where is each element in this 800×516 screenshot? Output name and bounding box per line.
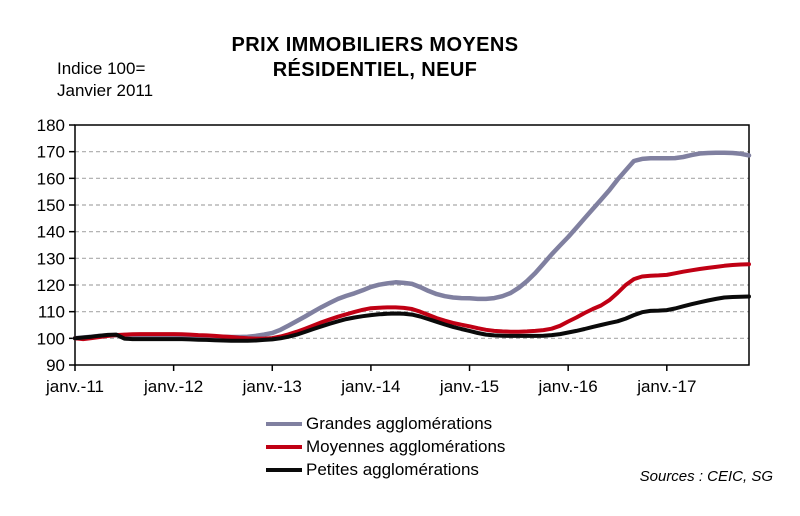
- index-note-line2: Janvier 2011: [57, 81, 154, 100]
- series-line-petites: [73, 294, 751, 343]
- legend-swatch-moyennes: [266, 444, 302, 449]
- source-note: Sources : CEIC, SG: [639, 468, 773, 485]
- y-axis-label: 90: [46, 356, 65, 375]
- legend-label-moyennes: Moyennes agglomérations: [306, 436, 506, 456]
- chart-title: PRIX IMMOBILIERS MOYENS RÉSIDENTIEL, NEU…: [130, 33, 620, 83]
- y-axis-label: 100: [37, 329, 65, 348]
- chart-title-line2: RÉSIDENTIEL, NEUF: [272, 59, 478, 81]
- chart-legend: Grandes agglomérations Moyennes agglomér…: [266, 412, 505, 481]
- x-axis-label: janv.-17: [636, 377, 696, 396]
- legend-label-petites: Petites agglomérations: [306, 459, 479, 479]
- x-axis-label: janv.-13: [242, 377, 302, 396]
- y-axis-label: 110: [38, 303, 65, 322]
- x-axis-label: janv.-11: [45, 377, 104, 396]
- x-axis-label: janv.-12: [143, 377, 203, 396]
- series-line-moyennes: [73, 262, 751, 342]
- x-axis-label: janv.-14: [340, 377, 400, 396]
- y-axis-label: 160: [37, 169, 65, 188]
- legend-swatch-petites: [266, 467, 302, 472]
- legend-item-grandes: Grandes agglomérations: [266, 412, 505, 435]
- y-axis-label: 140: [37, 223, 65, 242]
- legend-swatch-grandes: [266, 421, 302, 426]
- y-axis-label: 130: [37, 249, 65, 268]
- chart-title-line1: PRIX IMMOBILIERS MOYENS: [231, 34, 519, 56]
- index-note-line1: Indice 100=: [57, 59, 146, 78]
- y-axis-label: 120: [37, 276, 65, 295]
- legend-item-petites: Petites agglomérations: [266, 458, 505, 481]
- x-axis-label: janv.-15: [439, 377, 499, 396]
- y-axis-label: 150: [37, 196, 65, 215]
- legend-label-grandes: Grandes agglomérations: [306, 413, 493, 433]
- y-axis-label: 170: [37, 143, 65, 162]
- y-axis-label: 180: [37, 116, 65, 135]
- index-note: Indice 100= Janvier 2011: [57, 58, 153, 102]
- legend-item-moyennes: Moyennes agglomérations: [266, 435, 505, 458]
- plot-border: [74, 124, 750, 366]
- x-axis-label: janv.-16: [538, 377, 598, 396]
